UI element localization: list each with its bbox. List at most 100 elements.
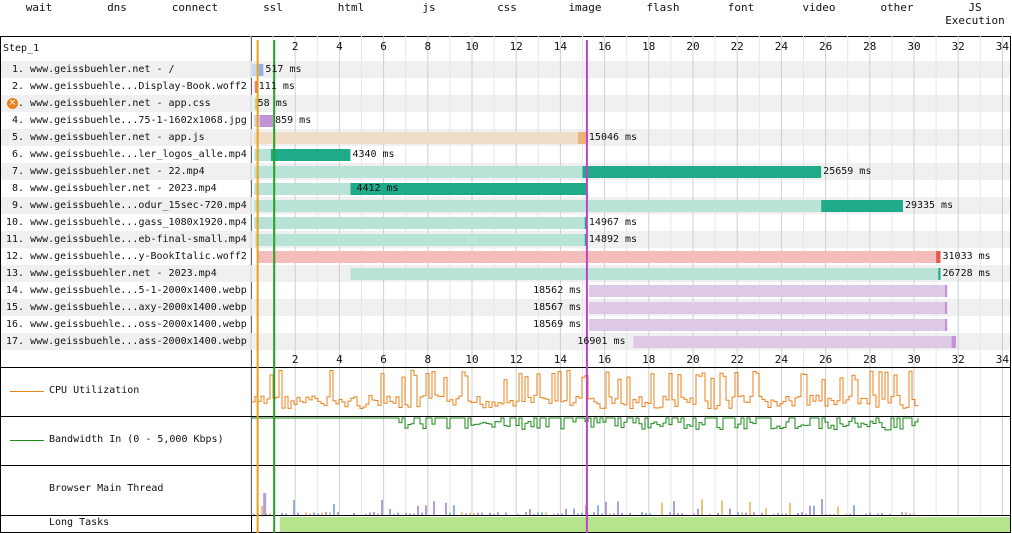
axis-tick-bottom: 28 — [863, 353, 877, 366]
request-label: 3. www.geissbuehler.net - app.css — [12, 98, 211, 109]
main-thread-activity — [721, 500, 723, 515]
request-label: 6. www.geissbuehle...ler_logos_alle.mp4 — [12, 149, 247, 160]
request-label: 1. www.geissbuehler.net - / — [12, 64, 175, 75]
request-duration: 18567 ms — [533, 302, 582, 313]
main-thread-activity — [409, 513, 411, 515]
axis-tick-bottom: 12 — [509, 353, 523, 366]
axis-tick-top: 14 — [553, 40, 568, 53]
request-label: 5. www.geissbuehler.net - app.js — [12, 132, 205, 143]
main-thread-activity — [785, 513, 787, 515]
main-thread-activity — [717, 512, 719, 515]
main-thread-activity — [777, 512, 779, 515]
request-duration: 58 ms — [257, 98, 288, 109]
request-duration: 4340 ms — [352, 149, 395, 160]
request-bar-wait — [254, 200, 822, 212]
main-thread-activity — [837, 506, 839, 515]
main-thread-activity — [853, 505, 855, 515]
request-bar-download — [951, 336, 956, 348]
axis-tick-top: 32 — [951, 40, 965, 53]
axis-tick-top: 30 — [907, 40, 921, 53]
main-thread-activity — [561, 513, 563, 515]
axis-tick-bottom: 6 — [380, 353, 387, 366]
request-label: 16. www.geissbuehle...oss-2000x1400.webp — [6, 319, 247, 330]
main-thread-activity — [641, 512, 643, 515]
error-icon: × — [7, 98, 18, 109]
main-thread-activity — [737, 512, 739, 515]
step-label: Step_1 — [3, 43, 40, 54]
request-bar-wait — [254, 81, 256, 93]
main-thread-activity — [321, 512, 323, 515]
main-thread-activity — [553, 513, 555, 515]
axis-tick-bottom: 24 — [774, 353, 789, 366]
request-bar-download — [938, 268, 941, 280]
legend-item-connect: connect — [158, 0, 232, 30]
axis-tick-bottom: 34 — [995, 353, 1010, 366]
request-bar-download — [350, 183, 587, 195]
axis-tick-bottom: 22 — [730, 353, 744, 366]
legend-item-js-execution: JS Execution — [938, 0, 1012, 30]
main-thread-activity — [381, 499, 383, 515]
main-thread-activity — [313, 512, 315, 515]
main-thread-activity — [597, 505, 599, 515]
main-thread-activity — [629, 512, 631, 515]
request-label: 9. www.geissbuehle...odur_15sec-720.mp4 — [12, 200, 247, 211]
legend-item-video: video — [782, 0, 856, 30]
request-label: 17. www.geissbuehle...ass-2000x1400.webp — [6, 336, 247, 347]
request-bar-wait — [255, 234, 585, 246]
request-bar-download — [944, 302, 948, 314]
main-thread-activity — [293, 499, 295, 515]
request-duration: 517 ms — [265, 64, 302, 75]
legend-label: flash — [646, 1, 680, 14]
legend-item-css: css — [470, 0, 544, 30]
main-thread-activity — [781, 514, 783, 515]
legend-label: other — [880, 1, 914, 14]
request-label: 2. www.geissbuehle...Display-Book.woff2 — [12, 81, 247, 92]
main-thread-activity — [285, 513, 287, 515]
main-thread-activity — [681, 513, 683, 515]
main-thread-activity — [497, 512, 499, 515]
request-bar-download — [258, 64, 264, 76]
row-stripe — [1, 95, 1010, 112]
main-thread-activity — [541, 512, 543, 515]
main-thread-activity — [317, 513, 319, 515]
axis-tick-bottom: 20 — [686, 353, 700, 366]
legend-item-ssl: ssl — [236, 0, 310, 30]
main-thread-activity — [905, 512, 907, 515]
main-thread-activity — [617, 501, 619, 515]
main-thread-activity — [261, 505, 263, 515]
main-thread-activity — [505, 512, 507, 515]
request-bar-download — [259, 115, 274, 127]
main-thread-activity — [805, 513, 807, 515]
request-duration: 14967 ms — [588, 217, 638, 228]
request-bar-download — [821, 200, 903, 212]
main-thread-activity — [809, 505, 811, 515]
request-bar-wait — [633, 336, 952, 348]
main-thread-activity — [309, 513, 311, 515]
axis-tick-top: 24 — [774, 40, 789, 53]
main-thread-activity — [661, 502, 663, 515]
request-duration: 26728 ms — [942, 268, 991, 279]
request-label: 11. www.geissbuehle...eb-final-small.mp4 — [6, 234, 247, 245]
request-bar-download — [944, 319, 948, 331]
main-thread-activity — [445, 502, 447, 515]
request-bar-download — [584, 234, 587, 246]
legend-item-html: html — [314, 0, 388, 30]
axis-tick-bottom: 30 — [907, 353, 921, 366]
legend-item-js: js — [392, 0, 466, 30]
cpu-trace — [252, 369, 919, 410]
request-bar-download — [582, 166, 822, 178]
request-label: 14. www.geissbuehle...5-1-2000x1400.webp — [6, 285, 247, 296]
request-bar-download — [255, 81, 257, 93]
request-duration: 111 ms — [258, 81, 295, 92]
main-thread-activity — [453, 505, 455, 515]
axis-tick-top: 4 — [336, 40, 343, 53]
legend-label: image — [568, 1, 602, 14]
main-thread-activity — [481, 512, 483, 515]
bandwidth-trace — [252, 417, 919, 431]
main-thread-activity — [477, 512, 479, 515]
request-bar-download — [936, 251, 941, 263]
main-thread-activity — [813, 505, 815, 515]
legend-label: wait — [25, 1, 53, 14]
section-label-long_tasks: Long Tasks — [49, 517, 110, 528]
main-thread-activity — [581, 512, 583, 515]
